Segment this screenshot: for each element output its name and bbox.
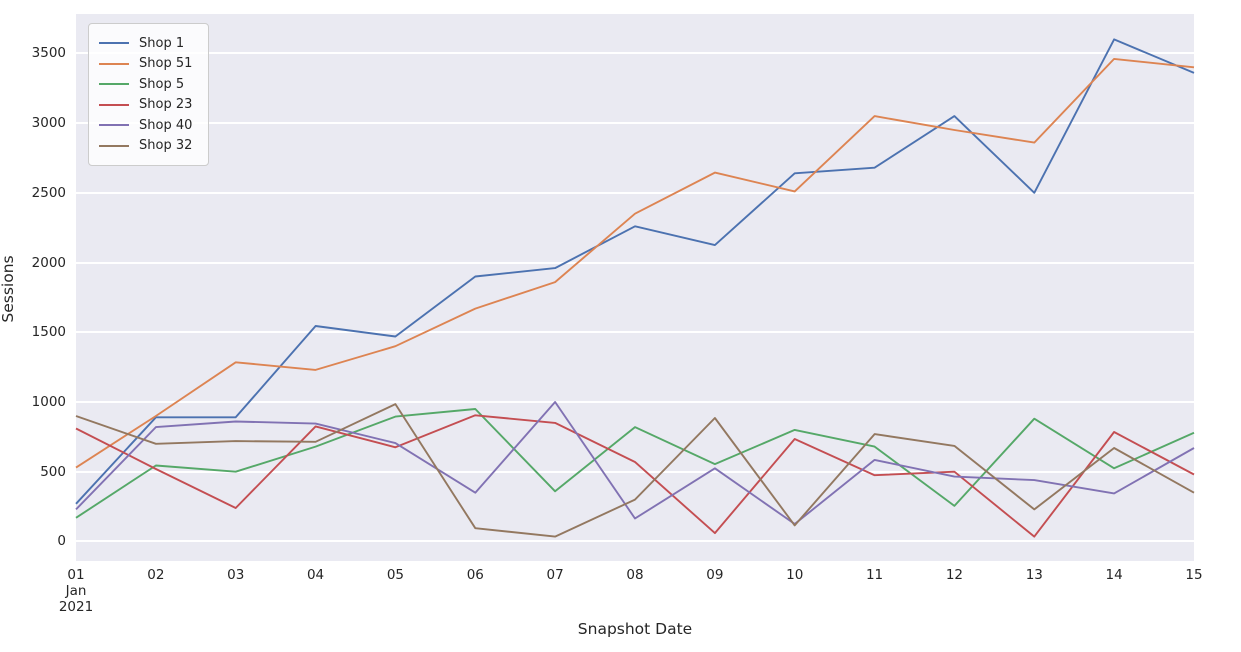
legend-line-swatch (99, 124, 129, 127)
legend-label: Shop 40 (139, 117, 193, 133)
legend-line-swatch (99, 103, 129, 106)
legend-label: Shop 32 (139, 138, 193, 154)
gridline (76, 331, 1194, 334)
legend-line-swatch (99, 144, 129, 147)
legend-item-shop-1: Shop 1 (99, 33, 196, 53)
legend-label: Shop 1 (139, 35, 185, 51)
y-tick-label: 3500 (31, 45, 66, 62)
legend-label: Shop 5 (139, 76, 185, 92)
legend-line-swatch (99, 42, 129, 44)
legend: Shop 1 Shop 51 Shop 5 Shop 23 Shop 40 Shop 32 (88, 23, 209, 166)
y-tick-label: 1500 (31, 324, 66, 341)
x-tick-label: 15 (1185, 567, 1203, 583)
gridline (76, 261, 1194, 264)
x-tick-label: 02 (147, 567, 165, 583)
legend-line-swatch (99, 62, 129, 65)
gridline (76, 191, 1194, 194)
x-tick-label: 11 (865, 567, 884, 583)
legend-item-shop-32: Shop 32 (99, 136, 196, 156)
gridline (76, 122, 1194, 125)
gridline (76, 401, 1194, 403)
x-tick-label: 09 (706, 567, 724, 583)
legend-item-shop-51: Shop 51 (99, 54, 196, 74)
legend-line-swatch (99, 83, 129, 86)
gridline (76, 540, 1194, 543)
x-tick-label: 08 (626, 567, 644, 583)
gridline (76, 52, 1194, 55)
x-tick-label: 10 (786, 567, 804, 583)
x-tick-label: 07 (546, 567, 564, 583)
y-tick-label: 2000 (31, 254, 66, 271)
plot-area (76, 14, 1194, 561)
legend-item-shop-40: Shop 40 (99, 115, 196, 135)
x-tick-label: 14 (1105, 567, 1123, 583)
x-tick-label: 13 (1025, 567, 1043, 583)
x-tick-label: 05 (386, 567, 405, 583)
y-tick-label: 500 (40, 463, 66, 480)
x-tick-label: 01 Jan 2021 (58, 567, 94, 615)
x-tick-label: 03 (227, 567, 245, 583)
x-axis-title: Snapshot Date (577, 620, 693, 638)
x-tick-label: 06 (466, 567, 484, 583)
legend-label: Shop 51 (139, 56, 193, 72)
y-tick-label: 0 (57, 533, 66, 550)
y-tick-label: 3000 (31, 115, 66, 132)
gridline (76, 470, 1194, 473)
x-tick-label: 12 (945, 567, 964, 583)
y-axis-title: Sessions (0, 255, 17, 323)
y-tick-label: 1000 (31, 394, 66, 410)
legend-label: Shop 23 (139, 97, 193, 113)
legend-item-shop-5: Shop 5 (99, 74, 196, 94)
y-tick-label: 2500 (31, 184, 66, 201)
legend-item-shop-23: Shop 23 (99, 95, 196, 115)
x-tick-label: 04 (306, 567, 325, 583)
